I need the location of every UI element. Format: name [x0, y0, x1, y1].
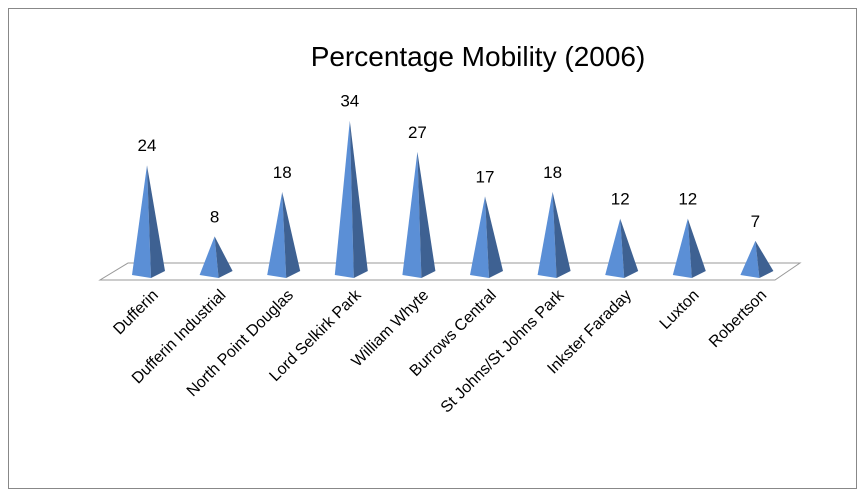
pyramid-side [552, 191, 571, 278]
pyramid-side [349, 120, 368, 278]
pyramid-face [199, 236, 219, 278]
pyramid-face [132, 165, 151, 278]
value-label: 12 [678, 190, 697, 209]
pyramid-side [687, 218, 706, 278]
pyramid-side [417, 151, 436, 278]
chart-title: Percentage Mobility (2006) [311, 41, 646, 72]
pyramid-face [334, 120, 354, 278]
pyramid-side [147, 165, 165, 278]
value-label: 27 [408, 123, 427, 142]
value-label: 18 [543, 163, 562, 182]
pyramid-side [282, 191, 301, 278]
value-label: 24 [138, 136, 157, 155]
value-label: 18 [273, 163, 292, 182]
value-label: 7 [751, 212, 760, 231]
pyramid-face [672, 218, 692, 278]
pyramid-face [605, 218, 625, 278]
pyramid-face [470, 196, 489, 278]
pyramid-face [267, 191, 287, 278]
pyramid-face [402, 151, 422, 278]
pyramid-face [537, 191, 557, 278]
pyramid-side [485, 196, 503, 278]
pyramid-face [740, 240, 760, 278]
pyramid-side [755, 240, 774, 278]
pyramid-side [214, 236, 233, 278]
value-label: 17 [476, 167, 495, 186]
pyramid-side [620, 218, 639, 278]
value-label: 8 [210, 207, 219, 226]
value-label: 34 [340, 92, 359, 111]
value-label: 12 [611, 190, 630, 209]
